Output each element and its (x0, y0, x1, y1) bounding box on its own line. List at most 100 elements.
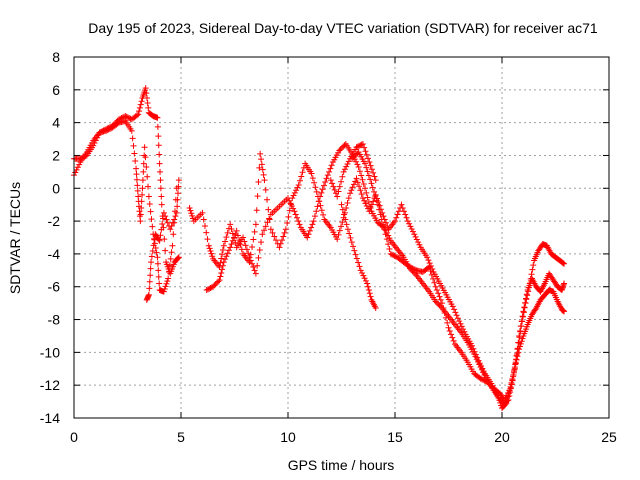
data-point (228, 241, 235, 248)
data-point (286, 207, 293, 214)
data-point (370, 198, 377, 205)
data-point (362, 185, 369, 192)
data-point (308, 224, 315, 231)
data-point (228, 225, 235, 232)
data-point (174, 196, 181, 203)
data-point (359, 140, 366, 147)
data-point (346, 230, 353, 237)
data-point (433, 299, 440, 306)
data-point (497, 399, 504, 406)
data-point (335, 231, 342, 238)
data-point (477, 375, 484, 382)
data-point (350, 243, 357, 250)
data-point (320, 182, 327, 189)
data-point (480, 368, 487, 375)
data-point (425, 257, 432, 264)
x-tick-label: 15 (387, 429, 403, 445)
data-point (327, 165, 334, 172)
data-point (247, 251, 254, 258)
data-point (218, 255, 225, 262)
data-point (232, 231, 239, 238)
data-point (452, 309, 459, 316)
data-point (361, 275, 368, 282)
data-point (374, 201, 381, 208)
data-point (166, 268, 173, 275)
data-point (136, 104, 143, 111)
data-point (262, 186, 269, 193)
data-point (145, 291, 152, 298)
data-point (509, 377, 516, 384)
data-point (367, 176, 374, 183)
data-point (523, 291, 530, 298)
data-point (378, 216, 385, 223)
data-point (310, 218, 317, 225)
data-point (516, 332, 523, 339)
data-point (516, 328, 523, 335)
data-point (290, 205, 297, 212)
plot-frame (73, 56, 610, 419)
data-point (257, 150, 264, 157)
data-point (426, 264, 433, 271)
data-point (478, 376, 485, 383)
data-point (200, 216, 207, 223)
data-point (367, 204, 374, 211)
data-point (224, 229, 231, 236)
data-point (460, 326, 467, 333)
data-point (309, 175, 316, 182)
data-point (271, 233, 278, 240)
data-point (436, 293, 443, 300)
data-point (353, 158, 360, 165)
data-point (137, 211, 144, 218)
data-point (167, 226, 174, 233)
data-point (295, 181, 302, 188)
data-point (407, 223, 414, 230)
series-track-a (71, 85, 182, 277)
data-point (517, 340, 524, 347)
data-point (162, 283, 169, 290)
data-point (329, 180, 336, 187)
data-point (522, 295, 529, 302)
data-point (354, 143, 361, 150)
data-point (410, 266, 417, 273)
data-point (218, 269, 225, 276)
data-point (114, 120, 121, 127)
data-point (290, 192, 297, 199)
data-point (77, 155, 84, 162)
data-point (340, 168, 347, 175)
data-point (408, 264, 415, 271)
data-point (389, 251, 396, 258)
data-point (334, 193, 341, 200)
data-point (369, 184, 376, 191)
data-point (360, 181, 367, 188)
data-point (359, 176, 366, 183)
data-point (457, 320, 464, 327)
data-point (227, 244, 234, 251)
data-point (220, 259, 227, 266)
data-point (175, 255, 182, 262)
data-point (73, 166, 80, 173)
data-point (253, 207, 260, 214)
data-point (267, 226, 274, 233)
data-point (213, 279, 220, 286)
data-point (512, 359, 519, 366)
data-point (358, 191, 365, 198)
data-point (453, 312, 460, 319)
data-point (362, 200, 369, 207)
data-point (336, 147, 343, 154)
data-point (427, 267, 434, 274)
data-point (529, 266, 536, 273)
data-point (481, 377, 488, 384)
data-point (224, 250, 231, 257)
data-point (432, 298, 439, 305)
y-axis-label: SDTVAR / TECUs (7, 182, 23, 294)
y-tick-label: 4 (52, 115, 60, 131)
data-point (146, 278, 153, 285)
data-point (281, 229, 288, 236)
data-point (222, 238, 229, 245)
data-point (348, 239, 355, 246)
data-point (299, 169, 306, 176)
data-point (133, 165, 140, 172)
data-point (520, 308, 527, 315)
data-point (355, 163, 362, 170)
data-point (383, 229, 390, 236)
